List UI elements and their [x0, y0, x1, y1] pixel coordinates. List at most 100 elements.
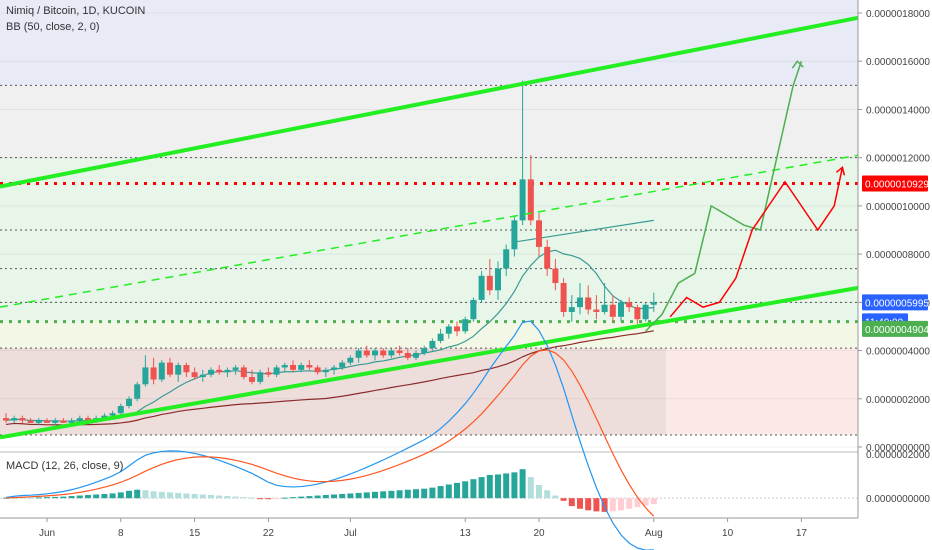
- macd-bar: [281, 497, 288, 499]
- candle-body: [240, 367, 247, 378]
- macd-bar: [35, 497, 42, 499]
- macd-bar: [618, 498, 624, 511]
- macd-tick-label: 0.0000002000: [866, 450, 930, 461]
- macd-bar: [437, 486, 444, 499]
- candle-body: [363, 350, 370, 356]
- macd-bar: [429, 487, 436, 499]
- macd-bar: [511, 472, 518, 499]
- candle-body: [462, 319, 469, 332]
- macd-bar: [536, 485, 542, 499]
- candle-body: [216, 369, 223, 373]
- projection-path-green: [645, 60, 803, 332]
- candle-body: [249, 377, 255, 382]
- macd-bar: [52, 496, 59, 499]
- macd-bar: [85, 495, 91, 499]
- macd-bar: [306, 496, 313, 499]
- candle-body: [544, 246, 551, 269]
- macd-bar: [76, 495, 83, 499]
- candle-body: [372, 350, 378, 356]
- macd-bar: [93, 494, 100, 499]
- macd-bar: [257, 498, 264, 500]
- time-tick-label: 15: [189, 528, 201, 539]
- candle-body: [52, 420, 59, 423]
- macd-bar: [650, 498, 657, 504]
- time-axis[interactable]: Jun 8 15 22 Jul 13 20 Aug 10 17: [0, 517, 858, 539]
- macd-bar: [109, 493, 116, 499]
- time-tick-label: 8: [118, 528, 124, 539]
- price-tick-label: 0.0000000000: [866, 443, 930, 454]
- candle-body: [101, 415, 108, 419]
- candle-body: [11, 418, 18, 421]
- candle-body: [355, 350, 362, 358]
- candle-body: [396, 350, 403, 353]
- macd-bar: [544, 490, 551, 499]
- macd-bar: [347, 493, 354, 499]
- symbol-title: Nimiq / Bitcoin, 1D, KUCOIN: [6, 5, 146, 17]
- candle-body: [257, 372, 264, 382]
- candle-body: [322, 369, 329, 373]
- macd-bar: [642, 498, 649, 506]
- candle-body: [429, 340, 436, 349]
- macd-bar: [413, 489, 419, 499]
- price-tick-label: 0.0000014000: [866, 105, 930, 116]
- candle-body: [27, 420, 34, 423]
- price-tick-label: 0.0000004000: [866, 347, 930, 358]
- candle-body: [478, 275, 485, 300]
- candle-body: [3, 418, 9, 421]
- time-tick-label: Jul: [344, 528, 357, 539]
- macd-pane: [0, 320, 858, 550]
- macd-bar: [560, 498, 567, 501]
- candle-body: [167, 362, 173, 375]
- macd-bar: [331, 494, 337, 499]
- candle-body: [527, 179, 534, 221]
- candle-body: [421, 348, 428, 353]
- candle-body: [150, 367, 157, 380]
- macd-bar: [404, 489, 411, 499]
- candle-body: [593, 309, 600, 312]
- price-tick-label: 0.0000002000: [866, 395, 930, 406]
- candle-body: [142, 367, 149, 385]
- projection-arrow-green: [791, 60, 804, 69]
- candle-body: [519, 179, 526, 221]
- candle-body: [281, 365, 288, 368]
- macd-bar: [249, 497, 255, 499]
- macd-bar: [495, 474, 501, 499]
- candle-body: [331, 367, 337, 370]
- price-badge-label: 0.0000010929: [865, 179, 929, 190]
- macd-bar: [191, 493, 198, 499]
- macd-bar: [454, 482, 460, 499]
- candle-body: [273, 367, 280, 375]
- candle-body: [208, 369, 214, 375]
- macd-bar: [314, 495, 321, 499]
- background-zones: [0, 0, 858, 435]
- macd-bar: [240, 497, 247, 499]
- candle-body: [199, 374, 206, 378]
- candle-body: [339, 362, 346, 368]
- price-badge: [862, 320, 928, 337]
- channel-mid-line: [0, 154, 859, 308]
- zone-light-green: [0, 321, 858, 349]
- macd-bar: [388, 490, 395, 499]
- macd-bar: [322, 495, 329, 499]
- time-tick-label: 17: [796, 528, 808, 539]
- channel-upper-line: [0, 15, 859, 189]
- drawings: [0, 15, 859, 440]
- price-axis[interactable]: 0.0000018000 0.0000016000 0.0000014000 0.00…: [857, 0, 932, 550]
- macd-indicator-label[interactable]: MACD (12, 26, close, 9): [6, 460, 124, 472]
- time-tick-label: Aug: [645, 528, 663, 539]
- time-tick-label: 20: [533, 528, 545, 539]
- price-tick-label: 0.0000008000: [866, 250, 930, 261]
- macd-bar: [27, 497, 34, 499]
- candle-body: [117, 406, 124, 414]
- bb-indicator-label[interactable]: BB (50, close, 2, 0): [6, 21, 100, 33]
- candle-body: [552, 268, 559, 284]
- macd-bar: [3, 497, 9, 499]
- price-badge: [862, 294, 928, 311]
- price-tick-label: 0.0000016000: [866, 57, 930, 68]
- candle-body: [470, 299, 477, 320]
- candle-body: [35, 420, 42, 423]
- candle-body: [609, 304, 616, 317]
- candle-body: [560, 283, 567, 312]
- macd-bar: [355, 492, 362, 499]
